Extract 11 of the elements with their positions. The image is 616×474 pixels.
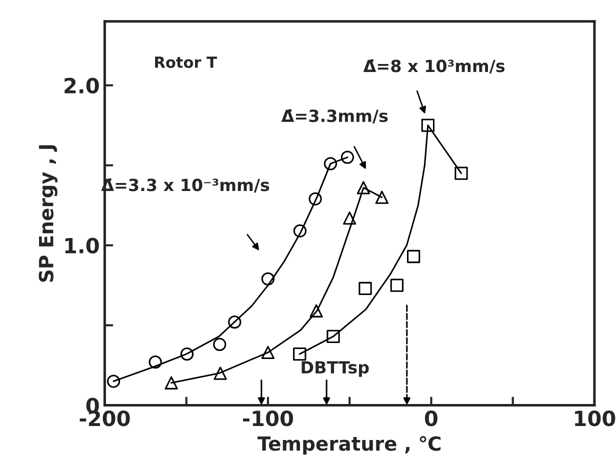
x-tick-label: 0 [424,410,438,426]
annotation: Δ̇=3.3mm/s [281,109,388,124]
annotation: Δ̇=8 x 10³mm/s [363,59,505,74]
x-tick-label: -100 [243,410,294,426]
x-tick-label: 100 [575,410,616,426]
x-axis-title: Temperature , ℃ [258,436,441,455]
annotation: Rotor T [155,56,217,68]
y-tick-label: 1.0 [65,238,99,254]
y-tick-label: 2.0 [64,78,99,94]
y-axis-title: SP Energy , J [38,145,58,282]
annotation: DBTTsp [302,361,369,377]
